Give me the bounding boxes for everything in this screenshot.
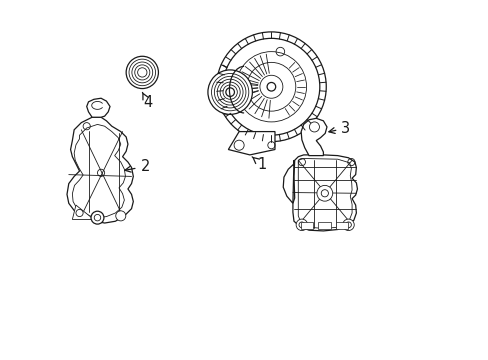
Bar bbox=[318, 222, 330, 229]
Circle shape bbox=[126, 56, 158, 89]
Bar bbox=[301, 222, 313, 229]
Circle shape bbox=[316, 185, 332, 201]
Polygon shape bbox=[67, 117, 133, 223]
Polygon shape bbox=[283, 160, 293, 203]
Circle shape bbox=[91, 211, 104, 224]
Text: 3: 3 bbox=[328, 121, 350, 136]
Circle shape bbox=[309, 122, 319, 132]
Text: 1: 1 bbox=[252, 157, 266, 172]
Text: 4: 4 bbox=[142, 93, 152, 110]
Polygon shape bbox=[301, 118, 326, 156]
Polygon shape bbox=[292, 155, 357, 231]
Circle shape bbox=[223, 39, 319, 135]
Polygon shape bbox=[86, 98, 110, 117]
Circle shape bbox=[207, 70, 252, 114]
Circle shape bbox=[342, 219, 353, 230]
Polygon shape bbox=[228, 132, 274, 155]
Text: 2: 2 bbox=[124, 159, 149, 174]
Polygon shape bbox=[72, 205, 94, 220]
Bar bbox=[335, 222, 347, 229]
Circle shape bbox=[116, 211, 125, 221]
Circle shape bbox=[296, 219, 307, 230]
